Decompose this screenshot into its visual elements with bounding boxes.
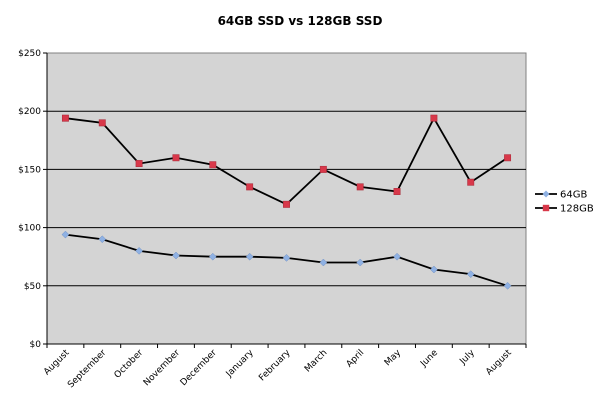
data-point — [98, 119, 106, 127]
x-tick-label: February — [257, 348, 293, 384]
data-point — [172, 154, 180, 162]
x-tick-label: October — [113, 348, 146, 381]
y-tick-label: $150 — [18, 165, 41, 175]
y-tick-label: $50 — [24, 282, 41, 292]
chart-title: 64GB SSD vs 128GB SSD — [218, 14, 383, 28]
y-tick-label: $0 — [30, 340, 42, 350]
legend-item: 64GB — [535, 190, 587, 201]
x-tick-label: November — [142, 348, 182, 388]
legend-label: 64GB — [560, 190, 587, 201]
y-tick-label: $250 — [18, 49, 41, 59]
x-tick-label: July — [458, 348, 478, 368]
y-tick-label: $200 — [18, 107, 41, 117]
data-point — [393, 252, 401, 261]
data-point — [466, 270, 475, 279]
plot-background — [46, 52, 527, 345]
data-point — [246, 183, 254, 191]
x-tick-label: December — [179, 348, 219, 388]
data-point — [135, 247, 143, 255]
x-tick-label: May — [383, 348, 404, 369]
data-point — [208, 252, 217, 261]
data-point — [245, 252, 254, 261]
legend-marker — [542, 204, 550, 212]
data-point — [172, 251, 180, 260]
data-point — [503, 281, 512, 290]
data-point — [430, 114, 438, 122]
data-point — [504, 154, 512, 162]
y-tick-label: $100 — [18, 224, 41, 234]
data-point — [467, 178, 475, 186]
data-point — [356, 183, 364, 191]
x-tick-label: August — [484, 348, 514, 378]
data-point — [135, 160, 143, 168]
x-tick-label: January — [224, 348, 256, 380]
data-point — [282, 254, 291, 262]
data-point — [61, 114, 69, 122]
legend: 64GB 128GB — [535, 190, 594, 215]
data-point — [356, 258, 365, 267]
legend-item: 128GB — [535, 204, 594, 215]
x-tick-label: June — [418, 348, 440, 370]
series-128GB — [61, 114, 512, 208]
data-point — [319, 258, 328, 267]
x-tick-label: September — [66, 348, 108, 390]
data-point — [61, 230, 70, 239]
series-layer — [61, 114, 512, 290]
x-tick-label: August — [42, 348, 72, 378]
y-axis: $0 $50 $100 $150 $200 $250 — [18, 49, 48, 350]
data-point — [209, 161, 217, 169]
legend-label: 128GB — [560, 204, 594, 215]
series-64GB — [61, 230, 512, 290]
legend-marker — [542, 190, 550, 198]
data-point — [319, 165, 327, 173]
plot-area — [46, 52, 527, 345]
x-tick-label: April — [345, 348, 367, 370]
data-point — [393, 188, 401, 195]
x-tick-label: March — [303, 348, 329, 374]
data-point — [98, 235, 107, 244]
data-point — [430, 265, 438, 274]
data-point — [283, 200, 290, 208]
